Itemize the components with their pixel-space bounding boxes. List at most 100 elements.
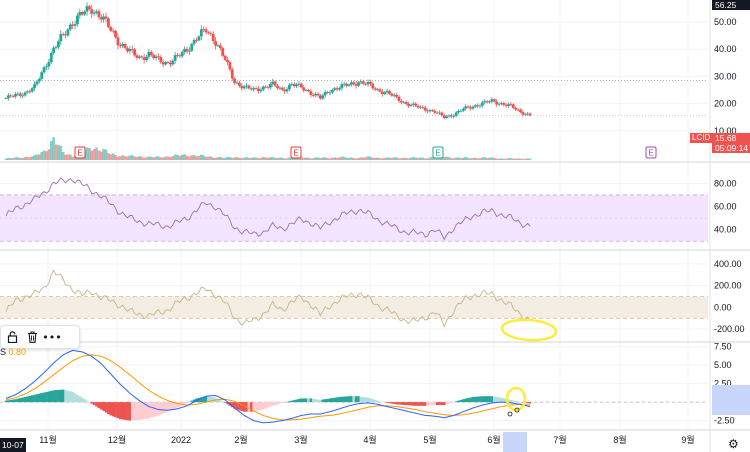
candle-body[interactable] <box>18 93 22 96</box>
candle-body[interactable] <box>188 50 191 52</box>
candle-body[interactable] <box>95 11 98 13</box>
candle-body[interactable] <box>516 109 520 111</box>
candle-body[interactable] <box>469 107 472 109</box>
candle-body[interactable] <box>383 92 387 95</box>
candle-body[interactable] <box>452 115 456 117</box>
candle-body[interactable] <box>149 51 153 55</box>
candle-body[interactable] <box>271 81 275 84</box>
candle-body[interactable] <box>476 105 479 107</box>
candle-body[interactable] <box>268 83 272 88</box>
candle-body[interactable] <box>85 6 89 12</box>
candle-body[interactable] <box>521 112 525 115</box>
candle-body[interactable] <box>21 95 25 97</box>
candle-body[interactable] <box>142 57 146 61</box>
candle-body[interactable] <box>330 89 334 93</box>
candle-body[interactable] <box>316 93 320 96</box>
candle-body[interactable] <box>461 108 465 111</box>
candle-body[interactable] <box>254 88 258 89</box>
lock-icon[interactable] <box>3 328 21 346</box>
candle-body[interactable] <box>307 89 310 92</box>
candle-body[interactable] <box>388 90 391 94</box>
candle-body[interactable] <box>140 56 144 58</box>
candle-body[interactable] <box>495 101 499 105</box>
candle-body[interactable] <box>314 93 318 96</box>
candle-body[interactable] <box>42 67 46 73</box>
candle-body[interactable] <box>473 105 477 107</box>
candle-body[interactable] <box>457 110 460 113</box>
candle-body[interactable] <box>247 85 251 89</box>
candle-body[interactable] <box>528 113 532 116</box>
candle-body[interactable] <box>428 110 432 112</box>
gear-icon[interactable]: ⚙ <box>728 437 739 451</box>
candle-body[interactable] <box>199 29 203 37</box>
candle-body[interactable] <box>419 106 422 108</box>
candle-body[interactable] <box>288 84 291 90</box>
candle-body[interactable] <box>511 104 515 108</box>
candle-body[interactable] <box>311 94 315 96</box>
candle-body[interactable] <box>83 11 86 15</box>
candle-body[interactable] <box>438 112 441 114</box>
more-icon[interactable]: ••• <box>42 330 62 344</box>
candle-body[interactable] <box>259 89 263 92</box>
candle-body[interactable] <box>376 89 379 91</box>
candle-body[interactable] <box>421 106 425 108</box>
candle-body[interactable] <box>342 83 346 85</box>
candle-body[interactable] <box>483 101 487 103</box>
candle-body[interactable] <box>507 104 510 106</box>
candle-body[interactable] <box>252 88 256 90</box>
candle-body[interactable] <box>102 16 106 20</box>
candle-body[interactable] <box>321 95 325 99</box>
candle-body[interactable] <box>92 12 96 14</box>
candle-body[interactable] <box>90 9 94 14</box>
candle-body[interactable] <box>302 87 306 91</box>
candle-body[interactable] <box>109 27 113 31</box>
candle-body[interactable] <box>471 106 475 109</box>
candle-body[interactable] <box>502 103 506 105</box>
candle-body[interactable] <box>97 11 101 18</box>
candle-body[interactable] <box>52 47 56 53</box>
candle-body[interactable] <box>180 52 184 57</box>
candle-body[interactable] <box>509 104 513 105</box>
candle-body[interactable] <box>292 83 296 87</box>
candle-body[interactable] <box>395 94 399 97</box>
candle-body[interactable] <box>304 89 308 91</box>
candle-body[interactable] <box>59 34 63 42</box>
candle-body[interactable] <box>430 110 434 111</box>
candle-body[interactable] <box>366 81 370 85</box>
candle-body[interactable] <box>66 29 70 36</box>
candle-body[interactable] <box>285 89 289 92</box>
candle-body[interactable] <box>416 105 420 108</box>
candle-body[interactable] <box>361 81 365 84</box>
candle-body[interactable] <box>11 96 15 97</box>
candle-body[interactable] <box>6 95 10 99</box>
candle-body[interactable] <box>523 114 527 116</box>
candle-body[interactable] <box>68 24 72 30</box>
earnings-marker-box[interactable] <box>432 146 444 159</box>
candle-body[interactable] <box>221 48 225 56</box>
candle-body[interactable] <box>480 102 484 106</box>
candle-body[interactable] <box>345 83 348 86</box>
candle-body[interactable] <box>335 88 339 90</box>
candle-body[interactable] <box>309 91 313 95</box>
candle-body[interactable] <box>423 107 427 111</box>
candle-body[interactable] <box>121 44 125 46</box>
candle-body[interactable] <box>28 91 32 93</box>
candle-body[interactable] <box>216 45 220 47</box>
candle-body[interactable] <box>257 88 260 92</box>
price-candles[interactable] <box>4 2 532 120</box>
candle-body[interactable] <box>402 101 406 103</box>
candle-body[interactable] <box>240 85 244 89</box>
candle-body[interactable] <box>295 84 298 87</box>
candle-body[interactable] <box>37 78 41 82</box>
candle-body[interactable] <box>116 37 120 46</box>
candle-body[interactable] <box>195 39 198 41</box>
candle-body[interactable] <box>352 82 356 85</box>
candle-body[interactable] <box>338 88 341 90</box>
candle-body[interactable] <box>128 48 132 52</box>
candle-body[interactable] <box>397 96 401 101</box>
candle-body[interactable] <box>500 103 503 104</box>
candle-body[interactable] <box>80 12 84 15</box>
candle-body[interactable] <box>23 92 27 96</box>
candle-body[interactable] <box>364 83 368 85</box>
